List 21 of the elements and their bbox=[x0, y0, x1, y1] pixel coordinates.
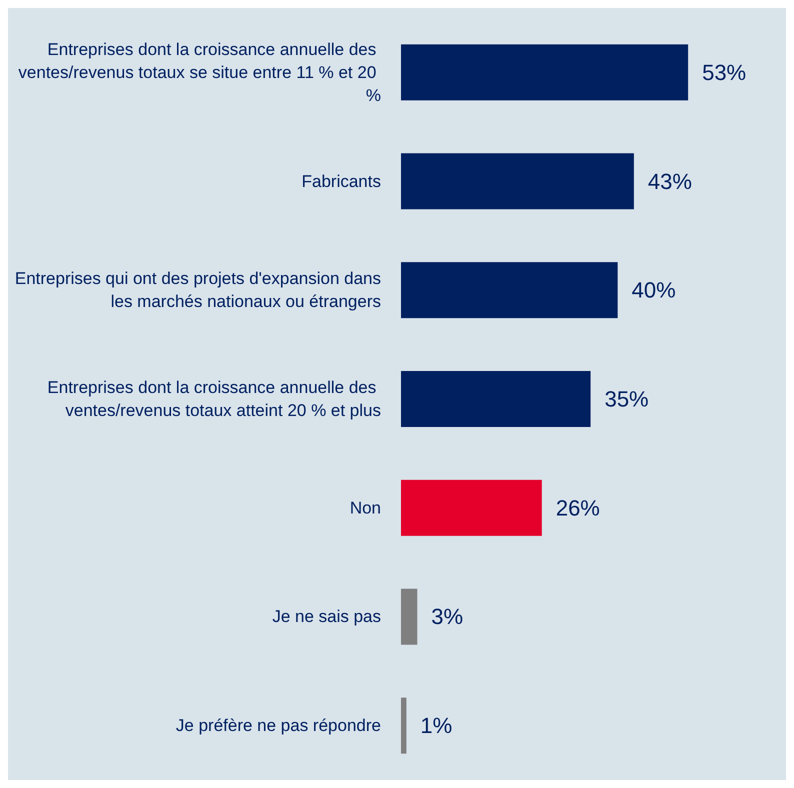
bar bbox=[401, 153, 634, 210]
data-label: 3% bbox=[431, 604, 464, 630]
bar bbox=[401, 588, 418, 645]
y-tick-label: Je ne sais pas bbox=[272, 607, 381, 626]
y-tick-label: Entreprises dont la croissance annuelle des ventes/revenus totaux atteint 20 % et plus bbox=[47, 378, 381, 420]
data-label: 40% bbox=[632, 278, 676, 303]
bar bbox=[401, 371, 591, 427]
y-tick-label: Entreprises qui ont des projets d'expansion dans les marchés nationaux ou étrangers bbox=[14, 269, 381, 312]
y-tick-label: Non bbox=[350, 498, 381, 518]
data-label: 43% bbox=[648, 168, 692, 194]
data-label: 53% bbox=[702, 60, 746, 85]
data-label: 26% bbox=[556, 495, 600, 520]
data-label: 1% bbox=[420, 713, 452, 738]
y-tick-label: Je préfère ne pas répondre bbox=[176, 716, 381, 736]
bar bbox=[401, 480, 542, 536]
y-tick-label: Fabricants bbox=[302, 172, 381, 191]
bar bbox=[401, 698, 406, 754]
bar bbox=[401, 262, 618, 318]
bar bbox=[401, 44, 688, 100]
y-tick-label: Entreprises dont la croissance annuelle des ventes/revenus totaux se situe entre 11 % et 20 % bbox=[18, 40, 381, 105]
data-label: 35% bbox=[604, 386, 649, 412]
